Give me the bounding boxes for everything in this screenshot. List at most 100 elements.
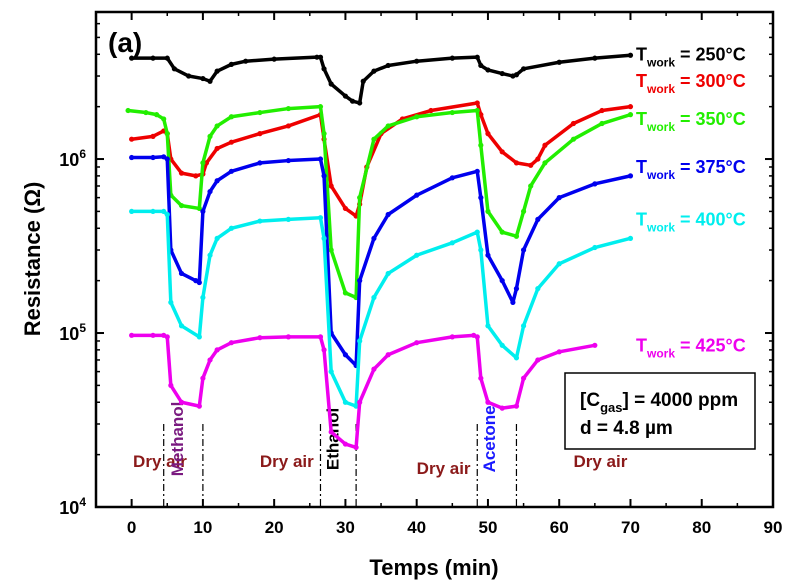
x-tick-label: 40	[407, 518, 426, 537]
data-point	[357, 278, 363, 284]
data-point	[542, 160, 548, 166]
data-point	[285, 157, 292, 164]
data-point	[342, 290, 349, 296]
data-point	[164, 211, 170, 218]
data-point	[485, 131, 491, 137]
data-point	[371, 68, 377, 74]
data-point	[556, 59, 562, 65]
data-point	[499, 278, 505, 284]
series-line	[131, 53, 631, 105]
y-tick-label: 104	[59, 495, 86, 518]
data-point	[414, 58, 420, 64]
region-label: Dry air	[573, 452, 627, 471]
data-point	[414, 192, 420, 198]
data-point	[285, 334, 292, 340]
data-point	[513, 233, 520, 239]
data-point	[196, 334, 202, 340]
data-point	[357, 338, 363, 344]
data-point	[474, 334, 480, 340]
data-point	[228, 340, 234, 346]
data-point	[200, 375, 206, 381]
data-point	[371, 136, 377, 142]
data-point	[627, 104, 634, 110]
data-point	[178, 170, 185, 176]
x-tick-label: 60	[550, 518, 569, 537]
data-point	[161, 116, 167, 122]
data-point	[228, 139, 234, 145]
data-point	[129, 208, 135, 215]
data-point	[196, 403, 202, 409]
data-point	[474, 168, 480, 174]
data-point	[478, 142, 484, 148]
data-point	[125, 107, 131, 114]
data-point	[599, 107, 605, 114]
y-axis-label: Resistance (Ω)	[20, 182, 45, 337]
info-box-line1: [Cgas] = 4000 ppm	[580, 390, 738, 415]
data-point	[164, 131, 170, 137]
region-label: Acetone	[480, 405, 499, 472]
series-5	[129, 332, 598, 451]
series-1	[129, 100, 634, 219]
data-point	[143, 109, 149, 116]
data-point	[285, 216, 292, 222]
data-point	[150, 154, 156, 161]
data-point	[271, 56, 277, 62]
data-point	[627, 52, 634, 58]
series-line	[131, 101, 631, 218]
data-point	[592, 55, 598, 61]
region-label: Methanol	[168, 402, 187, 477]
data-point	[485, 67, 491, 73]
data-point	[328, 369, 334, 375]
data-point	[164, 334, 170, 340]
series-label: Twork = 250°C	[636, 44, 746, 69]
data-point	[328, 429, 334, 435]
data-point	[150, 332, 156, 338]
data-point	[599, 120, 605, 127]
data-point	[627, 173, 634, 179]
data-point	[168, 299, 174, 305]
data-point	[449, 334, 455, 340]
data-point	[474, 107, 480, 114]
data-point	[193, 173, 199, 179]
data-point	[214, 123, 220, 129]
data-point	[164, 55, 170, 61]
data-point	[257, 335, 263, 341]
data-point	[535, 216, 541, 222]
data-point	[556, 349, 562, 355]
data-point	[285, 123, 292, 129]
data-point	[478, 195, 484, 201]
data-point	[200, 160, 206, 166]
data-point	[257, 131, 263, 137]
data-point	[570, 120, 577, 127]
info-box-frame	[564, 372, 756, 450]
x-tick-label: 80	[692, 518, 711, 537]
data-point	[164, 156, 170, 162]
data-point	[520, 66, 527, 72]
data-point	[150, 133, 156, 139]
x-tick-label: 50	[478, 518, 497, 537]
data-point	[342, 352, 349, 358]
data-point	[570, 136, 577, 142]
data-point	[528, 162, 534, 168]
data-point	[353, 403, 359, 409]
data-point	[627, 235, 634, 241]
x-axis-label: Temps (min)	[369, 555, 498, 580]
data-point	[499, 405, 505, 411]
region-label: Dry air	[260, 452, 314, 471]
data-point	[385, 62, 391, 69]
data-point	[196, 279, 202, 286]
data-point	[178, 270, 185, 277]
data-point	[150, 208, 156, 215]
x-tick-label: 10	[193, 518, 212, 537]
data-point	[528, 183, 534, 189]
data-point	[317, 54, 324, 60]
data-point	[510, 299, 516, 305]
data-point	[478, 375, 484, 381]
data-point	[414, 252, 420, 258]
x-tick-label: 0	[127, 518, 136, 537]
data-point	[542, 142, 548, 148]
data-point	[428, 107, 434, 114]
data-point	[178, 202, 185, 209]
x-tick-label: 90	[764, 518, 783, 537]
data-point	[328, 247, 334, 253]
